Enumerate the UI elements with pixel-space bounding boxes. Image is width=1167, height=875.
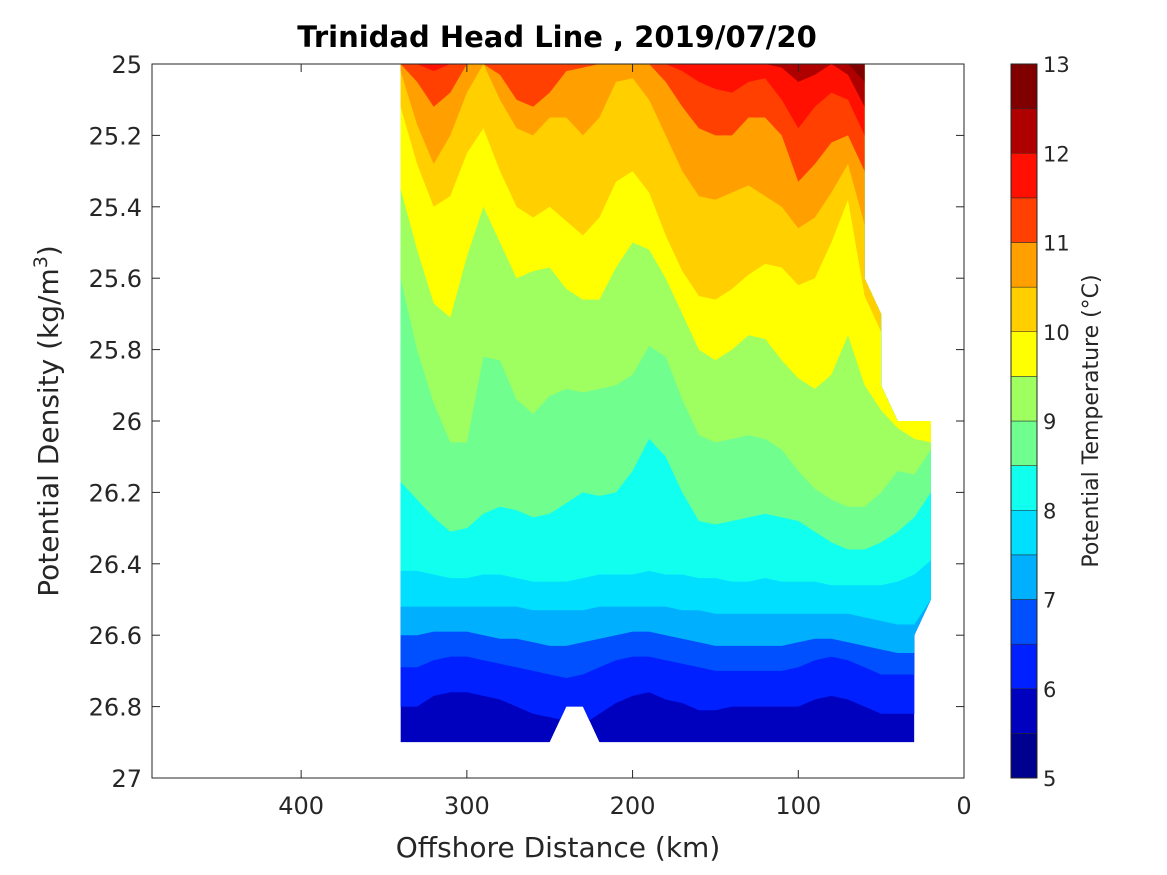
colorbar-tick-label: 8 [1043, 499, 1056, 523]
x-axis-ticks: 400 300 200 100 0 [278, 64, 972, 820]
colorbar-swatch [1010, 643, 1038, 689]
y-tick-label: 27 [111, 765, 142, 793]
colorbar-tick-label: 11 [1043, 232, 1070, 256]
y-tick-label: 26.8 [89, 694, 142, 722]
colorbar-ticks: 5 6 7 8 9 10 11 12 13 [1043, 53, 1070, 791]
y-axis-label-close: ) [32, 245, 65, 256]
y-axis-label-superscript: 3 [30, 256, 52, 268]
colorbar-swatch [1010, 108, 1038, 154]
colorbar-swatch [1010, 286, 1038, 332]
temperature-band [400, 64, 931, 243]
chart-title: Trinidad Head Line , 2019/07/20 [297, 20, 817, 54]
y-tick-label: 26.6 [89, 622, 142, 650]
y-tick-label: 25.8 [89, 337, 142, 365]
y-tick-label: 25.6 [89, 265, 142, 293]
colorbar-swatch [1010, 554, 1038, 600]
y-tick-label: 26 [111, 408, 142, 436]
colorbar-swatch [1010, 376, 1038, 422]
colorbar-label: Potential Temperature (°C) [1079, 274, 1104, 567]
colorbar-swatch [1010, 420, 1038, 466]
x-tick-label: 200 [610, 792, 656, 820]
x-tick-label: 400 [278, 792, 324, 820]
colorbar-swatch [1010, 242, 1038, 288]
colorbar-swatch [1010, 331, 1038, 377]
x-tick-label: 300 [444, 792, 490, 820]
y-tick-label: 26.4 [89, 551, 142, 579]
y-tick-label: 25.2 [89, 122, 142, 150]
colorbar-swatch [1010, 510, 1038, 556]
colorbar-swatch [1010, 465, 1038, 511]
contour-fill-layers [400, 64, 931, 743]
y-tick-label: 25 [111, 51, 142, 79]
colorbar-tick-label: 5 [1043, 767, 1056, 791]
colorbar: 5 6 7 8 9 10 11 12 13 [1010, 53, 1070, 791]
colorbar-swatches [1010, 63, 1038, 779]
section-fill [400, 64, 931, 743]
colorbar-tick-label: 10 [1043, 321, 1070, 345]
colorbar-swatch [1010, 63, 1038, 109]
x-tick-label: 0 [956, 792, 971, 820]
x-tick-label: 100 [775, 792, 821, 820]
colorbar-swatch [1010, 197, 1038, 243]
colorbar-tick-label: 6 [1043, 678, 1056, 702]
y-axis-ticks: 25 25.2 25.4 25.6 25.8 26 26.2 26.4 26.6 26.8 27 [89, 51, 964, 793]
colorbar-tick-label: 13 [1043, 53, 1070, 77]
y-axis-label-main: Potential Density (kg/m [32, 268, 65, 597]
plot-area: 400 300 200 100 0 25 25.2 25.4 25.6 25.8 26 26.2 26… [89, 51, 972, 820]
colorbar-swatch [1010, 733, 1038, 779]
colorbar-frame [1010, 63, 1038, 779]
y-tick-label: 26.2 [89, 479, 142, 507]
y-tick-label: 25.4 [89, 194, 142, 222]
colorbar-swatch [1010, 153, 1038, 199]
colorbar-tick-label: 12 [1043, 142, 1070, 166]
x-axis-label: Offshore Distance (km) [396, 831, 721, 864]
y-axis-label: Potential Density (kg/m3) [30, 245, 65, 597]
colorbar-tick-label: 9 [1043, 410, 1056, 434]
colorbar-swatch [1010, 688, 1038, 734]
colorbar-tick-label: 7 [1043, 589, 1056, 613]
colorbar-swatch [1010, 599, 1038, 645]
